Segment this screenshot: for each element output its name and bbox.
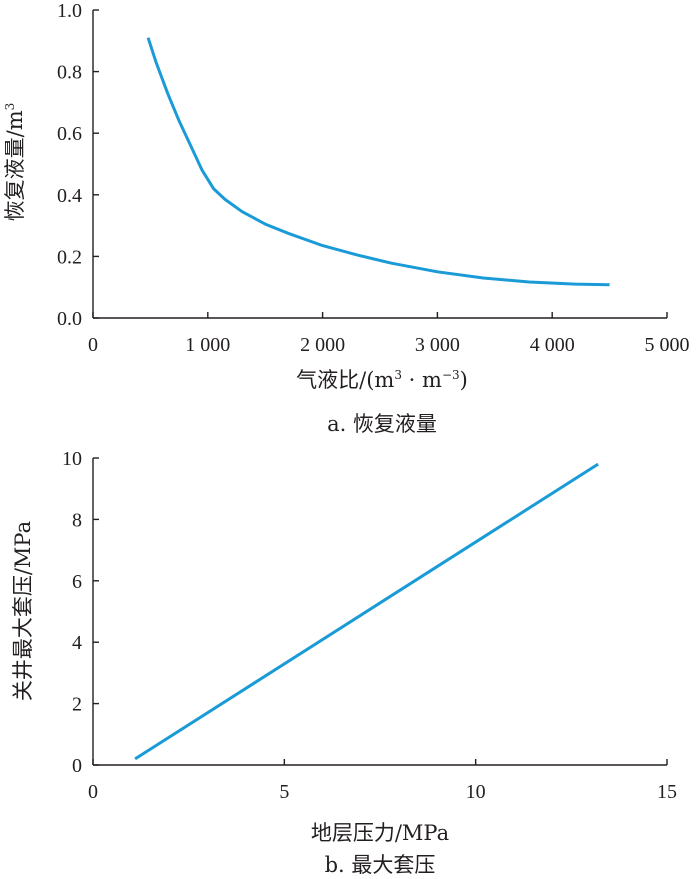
chart-b: 0 5 10 15 0 2 4 6 8 10 地层压力/MPa 关井最大套压/MPa b. 最大套… — [11, 448, 677, 877]
chart-b-x-tick-label: 10 — [466, 781, 486, 803]
chart-a-x-tick-label: 2 000 — [300, 334, 345, 356]
chart-a-x-tick-label: 3 000 — [415, 334, 460, 356]
chart-b-caption: b. 最大套压 — [325, 853, 436, 877]
chart-b-x-axis-title: 地层压力/MPa — [311, 821, 449, 845]
chart-b-x-tick-label: 5 — [279, 781, 289, 803]
chart-b-y-tick-label: 8 — [72, 509, 82, 531]
chart-b-y-tick-label: 10 — [62, 448, 82, 470]
chart-b-y-tick-label: 2 — [72, 694, 82, 716]
chart-b-series-line — [134, 462, 599, 761]
chart-a-y-tick-label: 0.6 — [57, 123, 82, 145]
chart-b-ticks: 0 5 10 15 0 2 4 6 8 10 — [62, 448, 677, 803]
chart-b-y-axis-title: 关井最大套压/MPa — [11, 521, 35, 701]
chart-a-y-tick-label: 0.8 — [57, 62, 82, 84]
chart-a-x-axis-title: 气液比/(m3 · m−3) — [296, 368, 468, 392]
chart-a-y-tick-label: 0.0 — [57, 308, 82, 330]
chart-a-series — [146, 37, 610, 287]
chart-a-x-tick-label: 0 — [88, 334, 98, 356]
chart-a-series-line — [146, 37, 610, 287]
chart-a-caption: a. 恢复液量 — [327, 412, 437, 436]
chart-b-x-tick-label: 15 — [657, 781, 677, 803]
chart-a-x-tick-label: 1 000 — [185, 334, 230, 356]
chart-b-y-tick-label: 0 — [72, 755, 82, 777]
chart-a: 0 1 000 2 000 3 000 4 000 5 000 0.0 0.2 0.4 0.6 0.… — [3, 0, 690, 436]
chart-b-y-tick-label: 4 — [72, 632, 82, 654]
chart-a-y-tick-label: 0.2 — [57, 246, 82, 268]
chart-b-x-tick-label: 0 — [88, 781, 98, 803]
chart-a-y-tick-label: 1.0 — [57, 0, 82, 22]
chart-a-x-tick-label: 4 000 — [530, 334, 575, 356]
chart-a-ticks: 0 1 000 2 000 3 000 4 000 5 000 0.0 0.2 0.4 0.6 0.… — [57, 0, 690, 356]
chart-a-axes — [92, 10, 667, 319]
chart-a-y-tick-label: 0.4 — [57, 185, 82, 207]
chart-a-x-tick-label: 5 000 — [645, 334, 690, 356]
chart-b-y-tick-label: 6 — [72, 571, 82, 593]
chart-a-y-axis-title: 恢复液量/m3 — [3, 103, 27, 222]
chart-b-series — [134, 462, 599, 761]
chart-b-axes — [92, 458, 667, 766]
